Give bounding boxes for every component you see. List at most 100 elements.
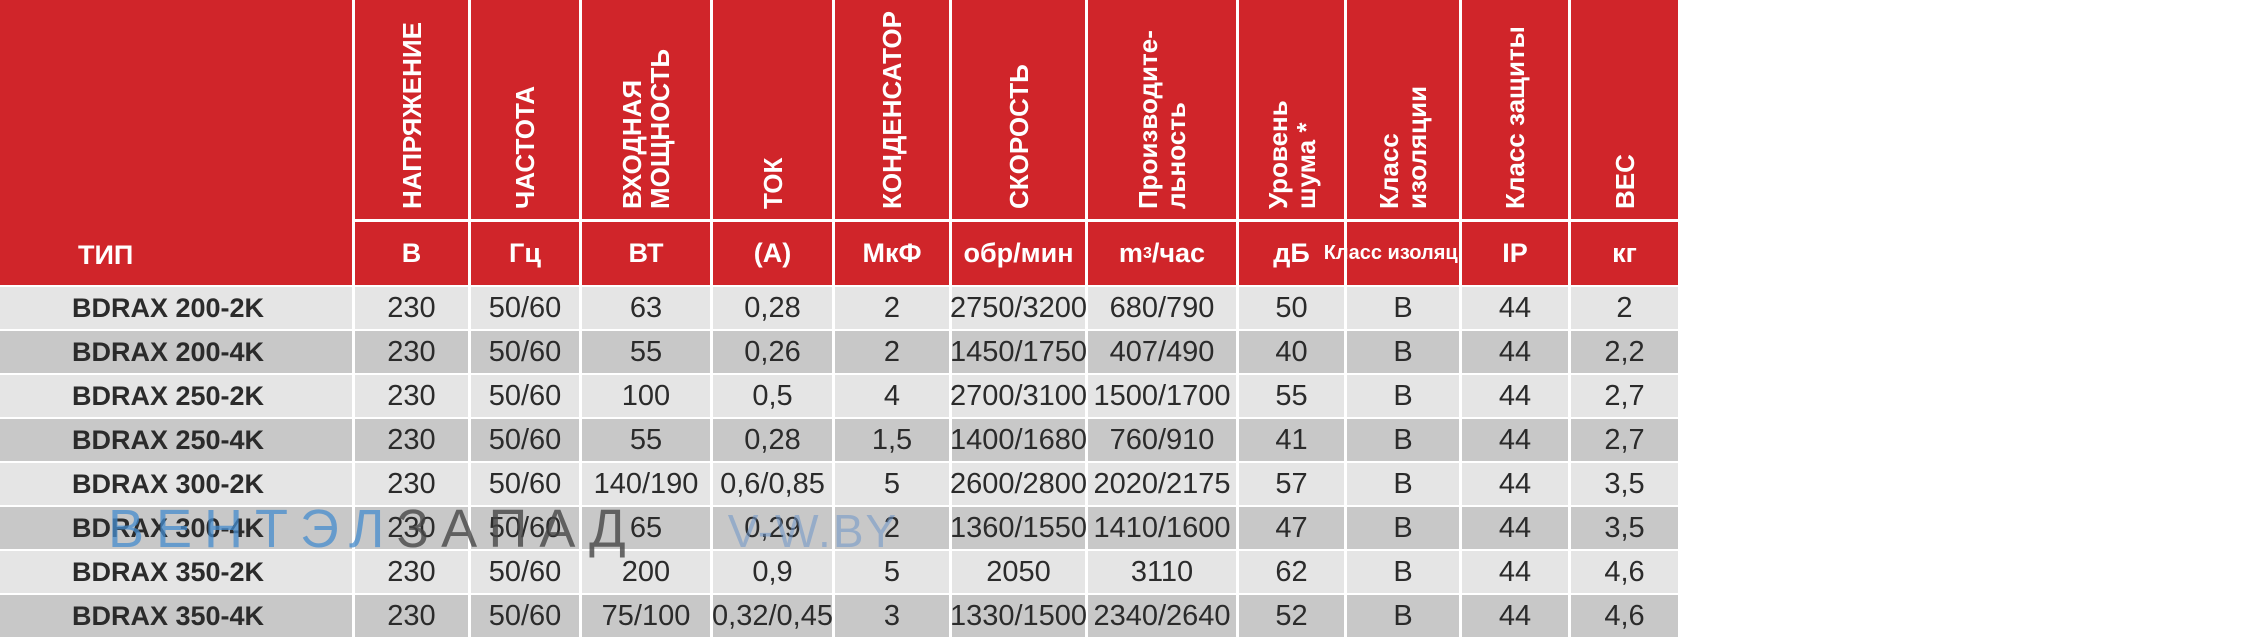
header-current-unit: (А) — [753, 238, 792, 268]
watermark-part2: ЗАПАД — [396, 499, 638, 559]
cell-protection-class: 44 — [1462, 331, 1571, 373]
header-capacity-unit: m 3/час — [1118, 238, 1206, 268]
cell-frequency: 50/60 — [471, 375, 582, 417]
header-protection-class: Класс защиты IP — [1462, 0, 1571, 285]
cell-input-power: 75/100 — [582, 595, 713, 637]
cell-current: 0,26 — [713, 331, 835, 373]
header-weight: ВЕС кг — [1571, 0, 1678, 285]
cell-current: 0,28 — [713, 287, 835, 329]
cell-protection-class: 44 — [1462, 375, 1571, 417]
header-voltage-title: НАПРЯЖЕНИЕ — [396, 22, 427, 209]
table-row: BDRAX 250-4K 230 50/60 55 0,28 1,5 1400/1680 76… — [0, 419, 2241, 461]
header-insulation-class-title-cell: Класс изоляции — [1347, 0, 1459, 222]
header-frequency-title-cell: ЧАСТОТА — [471, 0, 579, 222]
header-capacity: Производите- льность m 3/час — [1088, 0, 1239, 285]
cell-voltage: 230 — [355, 463, 471, 505]
cell-speed: 1400/1680 — [950, 419, 1088, 461]
header-input-power: ВХОДНАЯ МОЩНОСТЬ ВТ — [582, 0, 713, 285]
cell-insulation-class: B — [1347, 595, 1462, 637]
cell-frequency: 50/60 — [471, 463, 582, 505]
cell-noise-level: 52 — [1239, 595, 1347, 637]
header-input-power-title-cell: ВХОДНАЯ МОЩНОСТЬ — [582, 0, 710, 222]
header-noise-level-title: Уровень шума * — [1262, 100, 1321, 209]
cell-weight: 2 — [1571, 287, 1678, 329]
cell-type: BDRAX 300-4K — [0, 507, 355, 549]
cell-type: BDRAX 200-2K — [0, 287, 355, 329]
watermark: ВЕНТЭЛЗАПАД V-W.BY — [108, 498, 898, 560]
cell-capacitor: 3 — [835, 595, 952, 637]
cell-noise-level: 55 — [1239, 375, 1347, 417]
cell-input-power: 65 — [582, 507, 713, 549]
cell-speed: 2600/2800 — [950, 463, 1088, 505]
cell-type: BDRAX 250-4K — [0, 419, 355, 461]
header-speed-title-cell: СКОРОСТЬ — [952, 0, 1085, 222]
cell-frequency: 50/60 — [471, 551, 582, 593]
cell-voltage: 230 — [355, 595, 471, 637]
cell-noise-level: 41 — [1239, 419, 1347, 461]
header-frequency-unit: Гц — [509, 238, 541, 268]
cell-insulation-class: B — [1347, 507, 1462, 549]
header-protection-class-title-cell: Класс защиты — [1462, 0, 1568, 222]
cell-input-power: 200 — [582, 551, 713, 593]
cell-speed: 2750/3200 — [950, 287, 1088, 329]
header-voltage-unit: В — [401, 238, 422, 268]
cell-voltage: 230 — [355, 287, 471, 329]
cell-insulation-class: B — [1347, 331, 1462, 373]
header-noise-level-title-cell: Уровень шума * — [1239, 0, 1344, 222]
cell-frequency: 50/60 — [471, 507, 582, 549]
header-insulation-class-title: Класс изоляции — [1374, 85, 1432, 209]
type-header-label: ТИП — [78, 240, 134, 270]
cell-insulation-class: B — [1347, 463, 1462, 505]
cell-capacity: 1500/1700 — [1088, 375, 1239, 417]
cell-input-power: 55 — [582, 419, 713, 461]
cell-type: BDRAX 300-2K — [0, 463, 355, 505]
cell-protection-class: 44 — [1462, 287, 1571, 329]
header-input-power-title: ВХОДНАЯ МОЩНОСТЬ — [617, 48, 675, 209]
table-row: BDRAX 250-2K 230 50/60 100 0,5 4 2700/3100 1500… — [0, 375, 2241, 417]
cell-capacity: 2340/2640 — [1088, 595, 1239, 637]
table-row: BDRAX 300-2K 230 50/60 140/190 0,6/0,85 5 2600… — [0, 463, 2241, 505]
cell-capacitor: 1,5 — [835, 419, 952, 461]
cell-capacitor: 2 — [835, 331, 952, 373]
cell-weight: 2,7 — [1571, 419, 1678, 461]
cell-speed: 1450/1750 — [950, 331, 1088, 373]
cell-input-power: 55 — [582, 331, 713, 373]
header-current-title: ТОК — [757, 157, 788, 209]
cell-insulation-class: B — [1347, 419, 1462, 461]
header-noise-level: Уровень шума * дБ — [1239, 0, 1347, 285]
cell-capacity: 760/910 — [1088, 419, 1239, 461]
header-protection-class-unit: IP — [1502, 238, 1528, 268]
cell-current: 0,29 — [713, 507, 835, 549]
cell-voltage: 230 — [355, 551, 471, 593]
cell-frequency: 50/60 — [471, 419, 582, 461]
cell-insulation-class: B — [1347, 287, 1462, 329]
header-type: ТИП — [0, 0, 355, 285]
header-noise-level-unit: дБ — [1273, 238, 1310, 268]
cell-capacity: 1410/1600 — [1088, 507, 1239, 549]
cell-type: BDRAX 250-2K — [0, 375, 355, 417]
header-capacitor-title-cell: КОНДЕНСАТОР — [835, 0, 949, 222]
cell-current: 0,32/0,45 — [712, 595, 835, 637]
cell-capacitor: 5 — [835, 463, 952, 505]
watermark-part1: ВЕНТЭЛ — [108, 499, 397, 559]
cell-current: 0,6/0,85 — [713, 463, 835, 505]
table-header: ТИП НАПРЯЖЕНИЕ В ЧАСТОТА Гц ВХОДНАЯ МОЩНОСТЬ… — [0, 0, 2241, 285]
cell-noise-level: 40 — [1239, 331, 1347, 373]
header-capacitor-title: КОНДЕНСАТОР — [877, 11, 907, 209]
cell-type: BDRAX 200-4K — [0, 331, 355, 373]
cell-current: 0,5 — [713, 375, 835, 417]
header-capacitor: КОНДЕНСАТОР МкФ — [835, 0, 952, 285]
cell-insulation-class: B — [1347, 375, 1462, 417]
cell-speed: 2700/3100 — [950, 375, 1088, 417]
cell-weight: 3,5 — [1571, 507, 1678, 549]
cell-capacity: 407/490 — [1088, 331, 1239, 373]
cell-type: BDRAX 350-2K — [0, 551, 355, 593]
cell-input-power: 140/190 — [582, 463, 713, 505]
cell-capacity: 680/790 — [1088, 287, 1239, 329]
cell-protection-class: 44 — [1462, 419, 1571, 461]
cell-current: 0,9 — [713, 551, 835, 593]
cell-noise-level: 57 — [1239, 463, 1347, 505]
cell-voltage: 230 — [355, 419, 471, 461]
header-current-title-cell: ТОК — [713, 0, 832, 222]
cell-noise-level: 50 — [1239, 287, 1347, 329]
